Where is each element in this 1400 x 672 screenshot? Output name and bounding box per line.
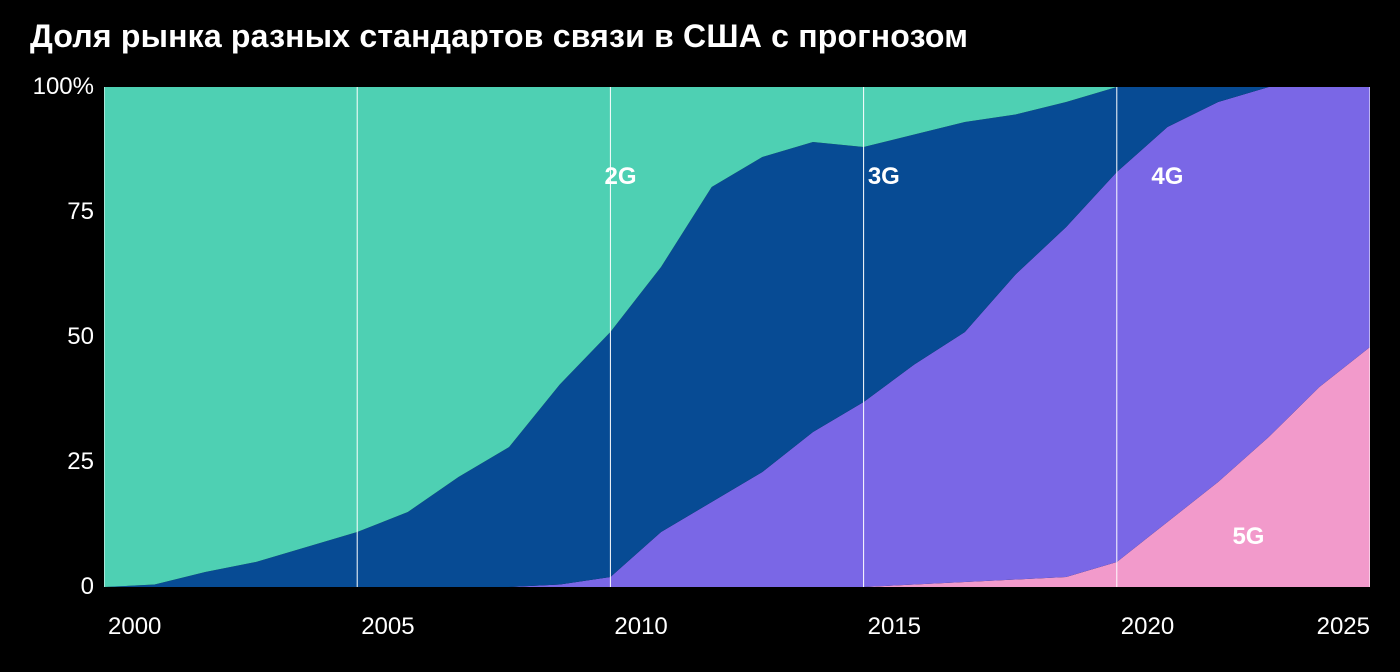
y-axis: 0255075100% [30, 87, 104, 647]
y-tick: 25 [67, 448, 94, 476]
series-label-5g: 5G [1232, 523, 1264, 551]
plot-area: 5G 4G 3G 2G [104, 87, 1370, 587]
x-tick: 2005 [361, 613, 414, 641]
y-tick: 75 [67, 198, 94, 226]
x-tick: 2015 [868, 613, 921, 641]
y-tick: 100% [33, 73, 94, 101]
x-axis: 2000 2005 2010 2015 2020 2025 [104, 607, 1370, 647]
x-tick: 2010 [614, 613, 667, 641]
area-chart: 0255075100% 5G4G3G2G 2000200520102015202… [30, 87, 1370, 647]
chart-title: Доля рынка разных стандартов связи в США… [30, 18, 1370, 55]
x-tick: 2020 [1121, 613, 1174, 641]
series-label-4g: 4G [1151, 163, 1183, 191]
x-tick: 2000 [108, 613, 161, 641]
y-tick: 50 [67, 323, 94, 351]
series-label-3g: 3G [868, 163, 900, 191]
y-tick: 0 [81, 573, 94, 601]
series-label-2g: 2G [605, 163, 637, 191]
x-tick: 2025 [1317, 613, 1370, 641]
